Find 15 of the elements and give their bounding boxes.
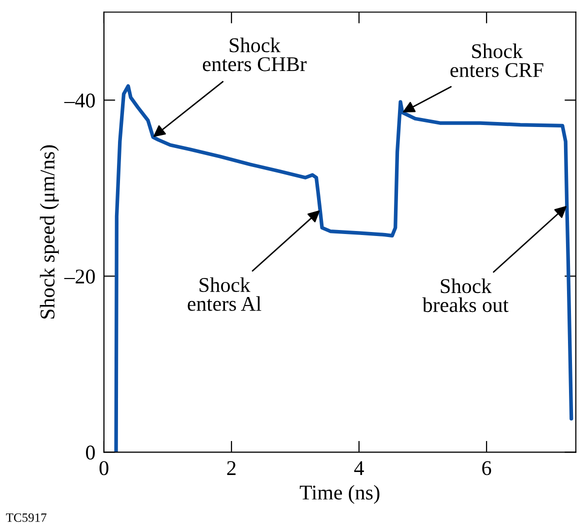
y-tick-label: –20 — [64, 270, 95, 284]
text: TC5917 — [6, 513, 46, 522]
annotation: Shock breaks out — [422, 278, 508, 312]
y-tick-label: 0 — [86, 446, 95, 460]
x-tick-label: 2 — [227, 461, 236, 475]
x-tick-label: 0 — [100, 461, 108, 476]
annotation: Shock enters CRF — [450, 44, 544, 78]
annotation: Shock enters CHBr — [202, 38, 307, 72]
line-series — [114, 84, 574, 452]
annotation: Shock enters Al — [188, 277, 262, 311]
y-tick-label: –40 — [64, 94, 95, 108]
x-tick-label: 6 — [482, 461, 492, 476]
y-axis-title: Shock speed (μm/ns) — [40, 145, 59, 318]
x-tick-label: 4 — [354, 461, 364, 475]
x-axis-title: Time (ns) — [300, 484, 380, 504]
